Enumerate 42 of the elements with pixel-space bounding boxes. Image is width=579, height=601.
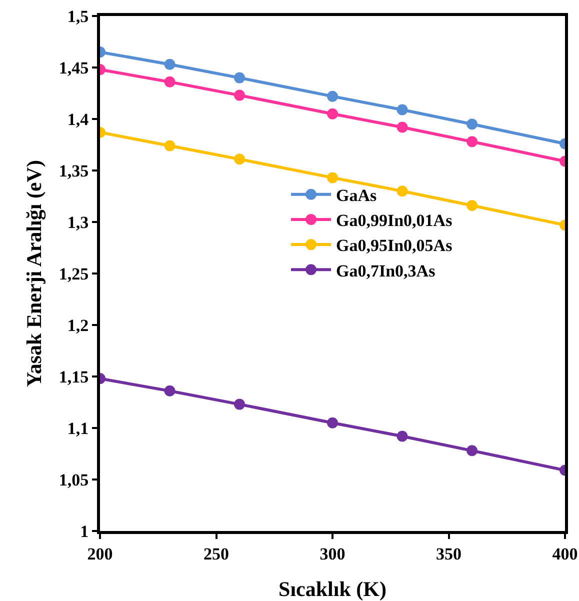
y-tick-label: 1,4 (67, 110, 90, 129)
y-tick-label: 1,5 (67, 6, 89, 26)
x-tick-label: 400 (552, 544, 578, 564)
point (396, 122, 408, 133)
x-axis-title: Sıcaklık (K) (278, 577, 386, 601)
y-axis-title: Yasak Enerji Aralığı (eV) (22, 160, 46, 387)
point (327, 172, 338, 184)
point (164, 58, 176, 70)
point (466, 136, 478, 148)
point (396, 430, 408, 442)
y-tick-label: 1,15 (58, 367, 89, 386)
legend-label: Ga0,7In0,3As (336, 261, 436, 280)
y-tick-label: 1 (80, 522, 89, 541)
point (396, 186, 408, 197)
y-tick-label: 1,05 (58, 470, 89, 490)
legend-label: Ga0,95In0,05As (336, 236, 453, 256)
y-tick-label: 1,3 (67, 212, 89, 232)
point (164, 140, 176, 152)
point (164, 385, 176, 396)
x-tick-label: 200 (87, 544, 113, 564)
point (396, 104, 408, 116)
point (466, 445, 478, 456)
point (466, 118, 478, 130)
legend-label: Ga0,99In0,01As (336, 211, 453, 230)
y-tick-label: 1,35 (58, 161, 89, 180)
y-tick-label: 1,1 (67, 418, 89, 438)
point (234, 398, 245, 410)
x-tick-label: 350 (436, 544, 462, 564)
point (327, 108, 338, 120)
x-tick-label: 300 (320, 544, 346, 564)
legend-label: GaAs (336, 186, 377, 205)
point (327, 90, 338, 102)
x-tick-label: 250 (204, 544, 229, 564)
point (234, 90, 245, 101)
y-tick-label: 1,2 (67, 316, 89, 335)
y-tick-label: 1,45 (58, 58, 89, 78)
point (327, 417, 338, 428)
point (466, 200, 478, 212)
point (164, 76, 176, 88)
y-tick-label: 1,25 (58, 264, 89, 284)
point (234, 72, 245, 84)
point (234, 154, 245, 165)
